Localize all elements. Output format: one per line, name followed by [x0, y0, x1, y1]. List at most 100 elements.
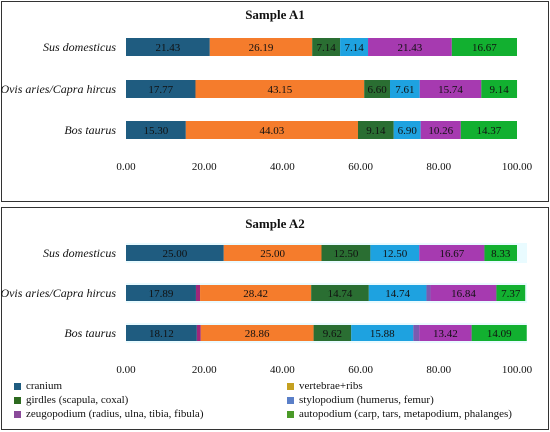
data-label-stylopodium-humerus-femur-sus-domesticus: 12.50: [382, 248, 407, 260]
bar-segment-vertebrae-ribs-ovis-aries-capra-hircus: [195, 285, 201, 301]
data-label-cranium-bos-taurus: 18.12: [149, 328, 174, 340]
bar-segment-stylopodium-humerus-femur-bos-taurus: [351, 325, 414, 341]
category-label-sus-domesticus: Sus domesticus: [43, 40, 116, 54]
data-label-autopodium-carp-tars-metapodium-phalanges-ovis-aries-capra-hircus: 7.37: [501, 288, 521, 300]
legend-swatch-zeugopodium: [14, 410, 21, 418]
bar-segment-autopodium-carp-tars-metapodium-phalanges-bos-taurus: [460, 121, 517, 139]
chart-sample-a1: Sample A1 Sus domesticus 21.43 26.19 7.14 7.1…: [0, 7, 533, 173]
data-label-girdles-scapula-coxal-ovis-aries-capra-hircus: 14.74: [328, 288, 353, 300]
bar-segment-cranium-sus-domesticus: [126, 245, 224, 261]
x-tick-label: 60.00: [348, 364, 373, 376]
legend-item-zeugopodium: zeugopodium (radius, ulna, tibia, fibula…: [14, 408, 203, 420]
panel-a2-frame: [1, 207, 549, 430]
data-label-cranium-sus-domesticus: 25.00: [163, 248, 188, 260]
bar-segment-cranium-ovis-aries-capra-hircus: [126, 285, 196, 301]
bar-segment-girdles-scapula-coxal-bos-taurus: [313, 325, 352, 341]
panel-a1-frame: [1, 1, 549, 202]
x-tick-label: 40.00: [270, 161, 295, 173]
bar-segment-stylopodium-humerus-femur-ovis-aries-capra-hircus: [390, 80, 420, 98]
legend-label-vertebrae: vertebrae+ribs: [299, 380, 363, 392]
data-label-cranium-ovis-aries-capra-hircus: 17.77: [148, 84, 173, 96]
bar-segment-stylopodium-humerus-femur-bos-taurus: [413, 325, 420, 341]
x-tick-label: 60.00: [348, 161, 373, 173]
bar-segment-vertebrae-ribs-sus-domesticus: [223, 245, 322, 261]
legend-item-girdles: girdles (scapula, coxal): [14, 394, 128, 406]
bar-segment-girdles-scapula-coxal-bos-taurus: [357, 121, 394, 139]
bar-segment-autopodium-carp-tars-metapodium-phalanges-sus-domesticus: [451, 38, 517, 56]
bar-segment-cranium-sus-domesticus: [126, 38, 210, 56]
data-label-vertebrae-ribs-bos-taurus: 44.03: [260, 125, 285, 137]
data-label-girdles-scapula-coxal-sus-domesticus: 7.14: [317, 42, 337, 54]
x-tick-label: 0.00: [116, 161, 136, 173]
data-label-zeugopodium-radius-ulna-tibia-fibula-ovis-aries-capra-hircus: 16.84: [451, 288, 476, 300]
x-tick-label: 100.00: [502, 161, 533, 173]
bar-segment-cranium-ovis-aries-capra-hircus: [126, 80, 196, 98]
data-label-cranium-sus-domesticus: 21.43: [156, 42, 181, 54]
data-label-vertebrae-ribs-ovis-aries-capra-hircus: 28.42: [243, 288, 268, 300]
data-label-zeugopodium-radius-ulna-tibia-fibula-bos-taurus: 13.42: [433, 328, 458, 340]
data-label-autopodium-carp-tars-metapodium-phalanges-sus-domesticus: 16.67: [472, 42, 497, 54]
data-label-zeugopodium-radius-ulna-tibia-fibula-bos-taurus: 10.26: [428, 125, 453, 137]
bar-segment-autopodium-carp-tars-metapodium-phalanges-sus-domesticus: [484, 245, 517, 261]
chart-title: Sample A2: [245, 216, 305, 231]
bar-segment-autopodium-carp-tars-metapodium-phalanges-ovis-aries-capra-hircus: [481, 80, 518, 98]
bar-segment-vertebrae-ribs-ovis-aries-capra-hircus: [200, 285, 312, 301]
bar-segment-girdles-scapula-coxal-ovis-aries-capra-hircus: [311, 285, 369, 301]
legend-swatch-vertebrae: [287, 382, 294, 390]
category-label-bos-taurus: Bos taurus: [64, 326, 116, 340]
bar-segment-stylopodium-humerus-femur-sus-domesticus: [370, 245, 420, 261]
bar-segment-stylopodium-humerus-femur-sus-domesticus: [340, 38, 369, 56]
legend-swatch-cranium: [14, 382, 21, 390]
bar-segment-girdles-scapula-coxal-ovis-aries-capra-hircus: [364, 80, 391, 98]
bar-segment-vertebrae-ribs-sus-domesticus: [209, 38, 313, 56]
legend-label-stylopodium: stylopodium (humerus, femur): [299, 394, 434, 406]
data-label-autopodium-carp-tars-metapodium-phalanges-ovis-aries-capra-hircus: 9.14: [490, 84, 510, 96]
x-tick-label: 40.00: [270, 364, 295, 376]
data-label-stylopodium-humerus-femur-ovis-aries-capra-hircus: 7.61: [395, 84, 414, 96]
bar-segment-zeugopodium-radius-ulna-tibia-fibula-bos-taurus: [420, 121, 461, 139]
bar-segment-stylopodium-humerus-femur-ovis-aries-capra-hircus: [426, 285, 431, 301]
data-label-cranium-ovis-aries-capra-hircus: 17.89: [149, 288, 174, 300]
category-label-bos-taurus: Bos taurus: [64, 123, 116, 137]
bar-segment-vertebrae-ribs-bos-taurus: [196, 325, 201, 341]
bar-segment-girdles-scapula-coxal-sus-domesticus: [321, 245, 371, 261]
data-label-girdles-scapula-coxal-bos-taurus: 9.14: [366, 125, 386, 137]
bar-segment-girdles-scapula-coxal-sus-domesticus: [312, 38, 341, 56]
bar-segment-cranium-bos-taurus: [126, 325, 197, 341]
data-label-vertebrae-ribs-sus-domesticus: 25.00: [260, 248, 285, 260]
data-label-zeugopodium-radius-ulna-tibia-fibula-sus-domesticus: 21.43: [398, 42, 423, 54]
legend-item-stylopodium: stylopodium (humerus, femur): [287, 394, 434, 406]
data-label-stylopodium-humerus-femur-bos-taurus: 6.90: [398, 125, 418, 137]
data-label-cranium-bos-taurus: 15.30: [144, 125, 169, 137]
legend-label-girdles: girdles (scapula, coxal): [26, 394, 129, 406]
legend-label-autopodium: autopodium (carp, tars, metapodium, phal…: [299, 408, 512, 420]
category-label-sus-domesticus: Sus domesticus: [43, 246, 116, 260]
bar-segment-vertebrae-ribs-bos-taurus: [200, 325, 314, 341]
bar-segment-vertebrae-ribs-bos-taurus: [185, 121, 358, 139]
data-label-stylopodium-humerus-femur-sus-domesticus: 7.14: [344, 42, 364, 54]
data-label-zeugopodium-radius-ulna-tibia-fibula-sus-domesticus: 16.67: [439, 248, 464, 260]
data-label-stylopodium-humerus-femur-bos-taurus: 15.88: [370, 328, 395, 340]
category-label-ovis-aries-capra-hircus: Ovis aries/Capra hircus: [0, 82, 116, 96]
legend-item-cranium: cranium: [14, 380, 62, 392]
legend-item-autopodium: autopodium (carp, tars, metapodium, phal…: [287, 408, 512, 420]
x-tick-label: 80.00: [426, 161, 451, 173]
data-label-girdles-scapula-coxal-ovis-aries-capra-hircus: 6.60: [367, 84, 387, 96]
legend-item-vertebrae: vertebrae+ribs: [287, 380, 363, 392]
chart-sample-a2: Sample A2 Sus domesticus 25.00 25.00 12.50 12…: [0, 216, 532, 376]
data-label-autopodium-carp-tars-metapodium-phalanges-bos-taurus: 14.09: [487, 328, 512, 340]
x-tick-label: 20.00: [192, 161, 217, 173]
bar-segment-zeugopodium-radius-ulna-tibia-fibula-ovis-aries-capra-hircus: [430, 285, 497, 301]
data-label-vertebrae-ribs-ovis-aries-capra-hircus: 43.15: [267, 84, 292, 96]
x-tick-label: 80.00: [426, 364, 451, 376]
legend-swatch-stylopodium: [287, 396, 294, 404]
data-label-vertebrae-ribs-bos-taurus: 28.86: [245, 328, 270, 340]
data-label-vertebrae-ribs-sus-domesticus: 26.19: [249, 42, 274, 54]
bar-segment-vertebrae-ribs-ovis-aries-capra-hircus: [195, 80, 365, 98]
bar-segment-stylopodium-humerus-femur-bos-taurus: [393, 121, 421, 139]
data-label-autopodium-carp-tars-metapodium-phalanges-bos-taurus: 14.37: [477, 125, 502, 137]
legend-swatch-girdles: [14, 396, 21, 404]
bar-segment-autopodium-carp-tars-metapodium-phalanges-bos-taurus: [471, 325, 527, 341]
data-label-zeugopodium-radius-ulna-tibia-fibula-ovis-aries-capra-hircus: 15.74: [438, 84, 463, 96]
